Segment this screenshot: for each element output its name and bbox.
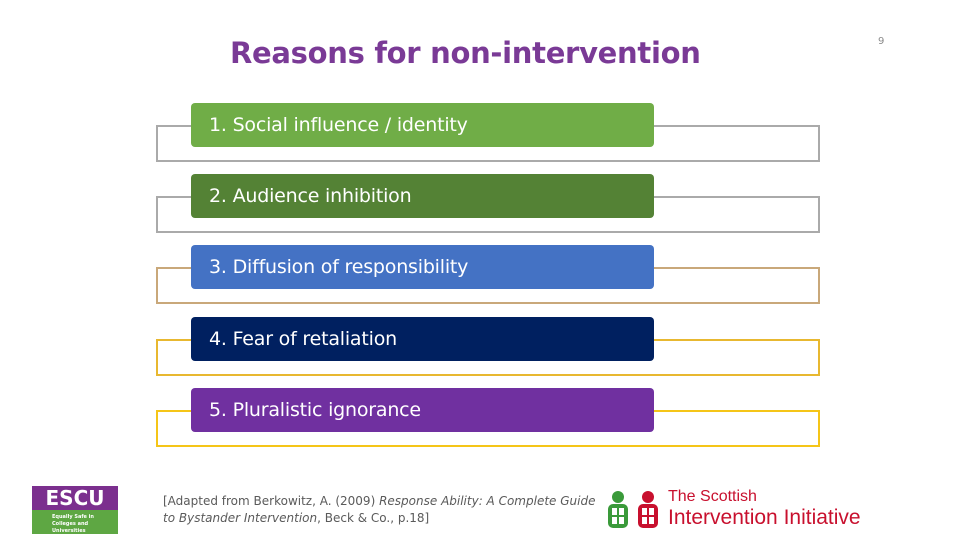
list-item: 3. Diffusion of responsibility <box>0 245 960 307</box>
people-icon <box>608 491 658 528</box>
list-item: 5. Pluralistic ignorance <box>0 388 960 450</box>
slide-title: Reasons for non-intervention <box>230 36 701 70</box>
escu-logo-name: ESCU <box>32 486 118 510</box>
citation-prefix: [Adapted from Berkowitz, A. (2009) <box>163 494 380 508</box>
citation-suffix: , Beck & Co., p.18] <box>317 511 430 525</box>
page-number: 9 <box>878 36 885 47</box>
list-item: 2. Audience inhibition <box>0 174 960 236</box>
item-bar: 4. Fear of retaliation <box>191 317 654 361</box>
item-bar: 2. Audience inhibition <box>191 174 654 218</box>
list-item: 4. Fear of retaliation <box>0 317 960 379</box>
citation-book-title: Response Ability: A Complete Guide to By… <box>163 494 596 525</box>
list-item: 1. Social influence / identity <box>0 103 960 165</box>
item-bar: 5. Pluralistic ignorance <box>191 388 654 432</box>
sii-logo: The Scottish Intervention Initiative <box>604 488 904 532</box>
escu-tagline-line1: Equally Safe in <box>52 514 94 520</box>
sii-logo-line2: Intervention Initiative <box>668 506 861 529</box>
escu-logo: ESCU Equally Safe in Colleges and Univer… <box>32 486 118 534</box>
item-bar: 1. Social influence / identity <box>191 103 654 147</box>
item-bar: 3. Diffusion of responsibility <box>191 245 654 289</box>
citation: [Adapted from Berkowitz, A. (2009) Respo… <box>163 493 603 527</box>
sii-logo-line1: The Scottish <box>668 488 757 505</box>
reasons-list: 1. Social influence / identity 2. Audien… <box>0 103 960 450</box>
escu-logo-tagline: Equally Safe in Colleges and Universitie… <box>32 510 118 534</box>
escu-tagline-line2: Colleges and Universities <box>52 521 89 534</box>
